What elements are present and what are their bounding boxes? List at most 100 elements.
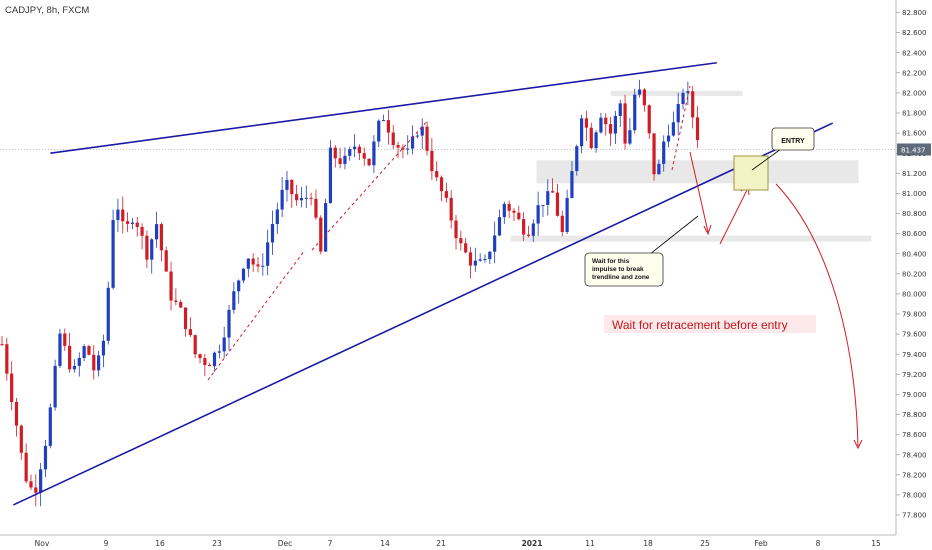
candle-body [111,220,115,288]
main-note: Wait for retracement before entry [612,318,788,332]
y-tick-label: 82.200 [902,69,927,77]
candle-body [691,91,695,118]
candle-body [232,291,236,310]
candle-body [285,179,289,190]
candle-body [488,251,492,260]
candle-body [319,217,323,252]
projection-arrow-down-head [703,224,712,236]
y-tick-label: 78.000 [902,492,927,500]
candle-body [314,198,318,218]
candle-body [58,333,62,366]
candle-body [367,158,371,166]
dashed-guide-1 [207,249,306,381]
symbol-title: CADJPY, 8h, FXCM [5,5,89,16]
candle-body [227,309,231,338]
candle-body [222,337,226,352]
projection-curve-down [775,183,859,447]
candle-body [309,197,313,199]
candle-body [193,335,197,355]
candle-body [522,219,526,235]
candle-body [343,155,347,164]
candle-body [164,250,168,272]
entry-label: ENTRY [781,138,805,145]
candle-body [560,215,564,233]
candle-body [637,89,642,95]
candle-body [381,120,386,122]
upper-trendline[interactable] [50,61,717,154]
candle-body [19,425,23,453]
y-tick-label: 82.600 [902,29,927,37]
candle-body [174,300,178,303]
candle-body [121,209,125,222]
candle-body [348,149,352,156]
candle-body [304,197,308,199]
candle-body [551,191,555,193]
candle-body [565,198,569,233]
candle-body [125,221,130,224]
candle-body [517,212,521,220]
candle-body [295,194,299,201]
candle-body [150,239,154,260]
y-tick-label: 80.800 [902,210,927,218]
y-tick-label: 77.800 [902,512,927,520]
candle-body [251,258,255,265]
candle-body [584,118,589,128]
candle-body [406,148,410,150]
candle-body [686,91,690,93]
y-tick-label: 80.600 [902,230,927,238]
candle-body [145,235,149,260]
y-tick-label: 79.200 [902,371,927,379]
candle-body [34,487,38,493]
main-note-bg [604,315,816,333]
candle-body [24,452,28,482]
candle-body [87,346,91,355]
candle-body [618,103,622,116]
candle-body [14,401,19,426]
y-tick-label: 78.200 [902,471,927,479]
candle-body [396,145,400,148]
candle-body [116,209,120,221]
y-tick-label: 78.400 [902,451,927,459]
candle-body [53,365,57,408]
candle-body [328,147,333,204]
candle-body [39,469,43,493]
candle-body [188,329,192,336]
candle-body [662,141,666,164]
candle-body [613,115,618,134]
candle-body [642,89,646,106]
candle-body [657,163,661,175]
lower-trendline[interactable] [12,122,834,506]
candle-body [208,364,212,367]
candle-body [63,333,67,346]
candle-body [97,355,101,371]
x-tick-label: 18 [643,539,653,548]
candle-body [82,346,86,358]
candle-body [212,352,217,367]
candle-body [589,127,593,149]
candle-body [449,197,453,221]
candle-body [101,340,106,356]
y-tick-label: 79.800 [902,311,927,319]
candle-body [48,407,52,446]
candle-body [652,133,656,175]
candle-body [10,373,14,402]
candle-body [261,265,265,267]
candle-body [594,132,598,149]
candle-body [435,171,439,178]
candle-body [270,224,275,243]
y-tick-label: 82.000 [902,90,927,98]
x-tick-label: Nov [35,539,50,548]
candle-body [154,224,159,240]
candle-body [410,136,415,149]
entry-zone-box[interactable] [733,155,769,191]
impulse-note-line3: trendline and zone [592,274,650,281]
x-tick-label: 23 [212,539,222,548]
candle-body [497,217,502,236]
candle-body [478,259,482,261]
y-tick-label: 80.000 [902,291,927,299]
y-tick-label: 80.400 [902,250,927,258]
candle-body [604,117,608,125]
y-tick-label: 81.200 [902,170,927,178]
